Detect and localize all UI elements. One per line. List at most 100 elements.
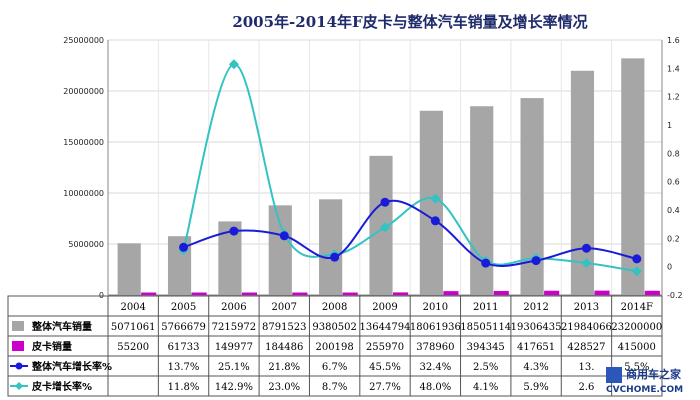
data-label: 4.1% [473, 382, 498, 393]
x-tick-label: 2013 [574, 302, 599, 313]
point-total-growth [330, 252, 340, 262]
point-pickup-growth [581, 257, 592, 268]
point-total-growth [380, 197, 390, 207]
point-total-growth [279, 231, 289, 241]
data-label: 55200 [117, 342, 149, 353]
y-left-tick-label: 15000000 [63, 138, 104, 147]
data-label: 4.3% [523, 362, 548, 373]
y-left-tick-label: 10000000 [63, 189, 104, 198]
bar-pickup-sales [241, 292, 258, 295]
x-tick-label: 2012 [523, 302, 548, 313]
x-tick-label: 2007 [272, 302, 297, 313]
point-pickup-growth [380, 222, 390, 233]
point-total-growth [531, 256, 541, 266]
legend-label: 整体汽车增长率% [31, 360, 112, 373]
y-right-tick-label: 0 [667, 263, 672, 272]
bar-pickup-sales [594, 290, 610, 295]
bar-pickup-sales [443, 291, 459, 295]
data-label: 48.0% [419, 382, 451, 393]
data-label: 8.7% [322, 382, 347, 393]
point-total-growth [581, 243, 591, 253]
data-label: 428527 [567, 342, 605, 353]
legend-label: 皮卡增长率% [31, 380, 92, 393]
data-label: 255970 [366, 342, 404, 353]
data-label: 18061936 [410, 322, 461, 333]
x-tick-label: 2004 [120, 302, 145, 313]
data-label: 61733 [168, 342, 200, 353]
y-right-tick-label: 0.4 [667, 206, 680, 215]
x-tick-label: 2010 [423, 302, 448, 313]
y-right-tick-label: 1.2 [667, 93, 680, 102]
data-label: 32.4% [419, 362, 451, 373]
legend-key-marker [15, 362, 23, 370]
data-label: 417651 [517, 342, 555, 353]
bar-pickup-sales [191, 292, 207, 295]
legend-label: 皮卡销量 [31, 340, 72, 353]
data-label: 5071061 [111, 322, 156, 333]
y-right-tick-label: 1.6 [667, 36, 680, 45]
bar-total-sales [621, 58, 645, 295]
bar-pickup-sales [342, 292, 358, 295]
bar-pickup-sales [141, 292, 157, 295]
data-label: 21984066 [561, 322, 612, 333]
y-right-tick-label: 0.8 [667, 149, 680, 158]
bar-total-sales [218, 221, 242, 295]
point-total-growth [481, 258, 491, 268]
point-total-growth [430, 216, 440, 226]
bar-total-sales [470, 106, 494, 296]
point-total-growth [632, 254, 642, 264]
legend-key [12, 321, 24, 331]
legend-label: 整体汽车销量 [31, 320, 92, 333]
data-label: 25.1% [218, 362, 250, 373]
point-pickup-growth [228, 59, 239, 70]
data-label: 394345 [467, 342, 505, 353]
legend-key [12, 341, 24, 351]
bar-total-sales [117, 243, 141, 295]
point-total-growth [229, 226, 239, 236]
data-label: 2.6 [579, 382, 595, 393]
watermark-line2: CVCHOME.COM [606, 385, 683, 395]
bar-total-sales [570, 70, 595, 295]
bar-pickup-sales [493, 290, 509, 295]
bar-total-sales [319, 199, 343, 295]
x-tick-label: 2006 [221, 302, 246, 313]
data-label: 415000 [618, 342, 656, 353]
data-label: 13. [579, 362, 595, 373]
data-label: 142.9% [215, 382, 253, 393]
bar-total-sales [419, 110, 443, 295]
y-right-tick-label: 1.4 [667, 64, 680, 73]
y-right-tick-label: 0.6 [667, 178, 680, 187]
data-label: 45.5% [369, 362, 401, 373]
plot-area: 0 5000000 10000000 15000000 20000000 25000000… [63, 36, 682, 300]
bar-pickup-sales [544, 290, 560, 295]
data-label: 184486 [265, 342, 303, 353]
bar-total-sales [369, 155, 393, 295]
point-pickup-growth [631, 266, 642, 277]
data-label: 149977 [215, 342, 253, 353]
y-left-tick-label: 25000000 [63, 36, 104, 45]
data-label: 11.8% [168, 382, 200, 393]
data-label: 200198 [316, 342, 354, 353]
data-label: 21.8% [268, 362, 300, 373]
data-label: 19306435 [511, 322, 562, 333]
y-left-tick-label: 5000000 [68, 240, 104, 249]
point-pickup-growth [430, 193, 441, 204]
data-label: 18505114 [460, 322, 511, 333]
y-right-tick-label: -0.2 [667, 291, 683, 300]
data-label: 23.0% [268, 382, 300, 393]
y-right-tick-label: 1 [667, 121, 672, 130]
watermark: 商用车之家 CVCHOME.COM [606, 367, 683, 395]
bar-pickup-sales [292, 292, 308, 295]
watermark-line1: 商用车之家 [626, 367, 682, 381]
bar-pickup-sales [644, 290, 660, 295]
y-right-tick-label: 0.2 [667, 234, 680, 243]
bar-pickup-sales [393, 292, 409, 295]
x-tick-label: 2014F [621, 302, 653, 313]
x-tick-label: 2008 [322, 302, 347, 313]
x-tick-label: 2005 [171, 302, 196, 313]
data-label: 5.9% [523, 382, 548, 393]
data-label: 7215972 [212, 322, 257, 333]
data-label: 13.7% [168, 362, 200, 373]
